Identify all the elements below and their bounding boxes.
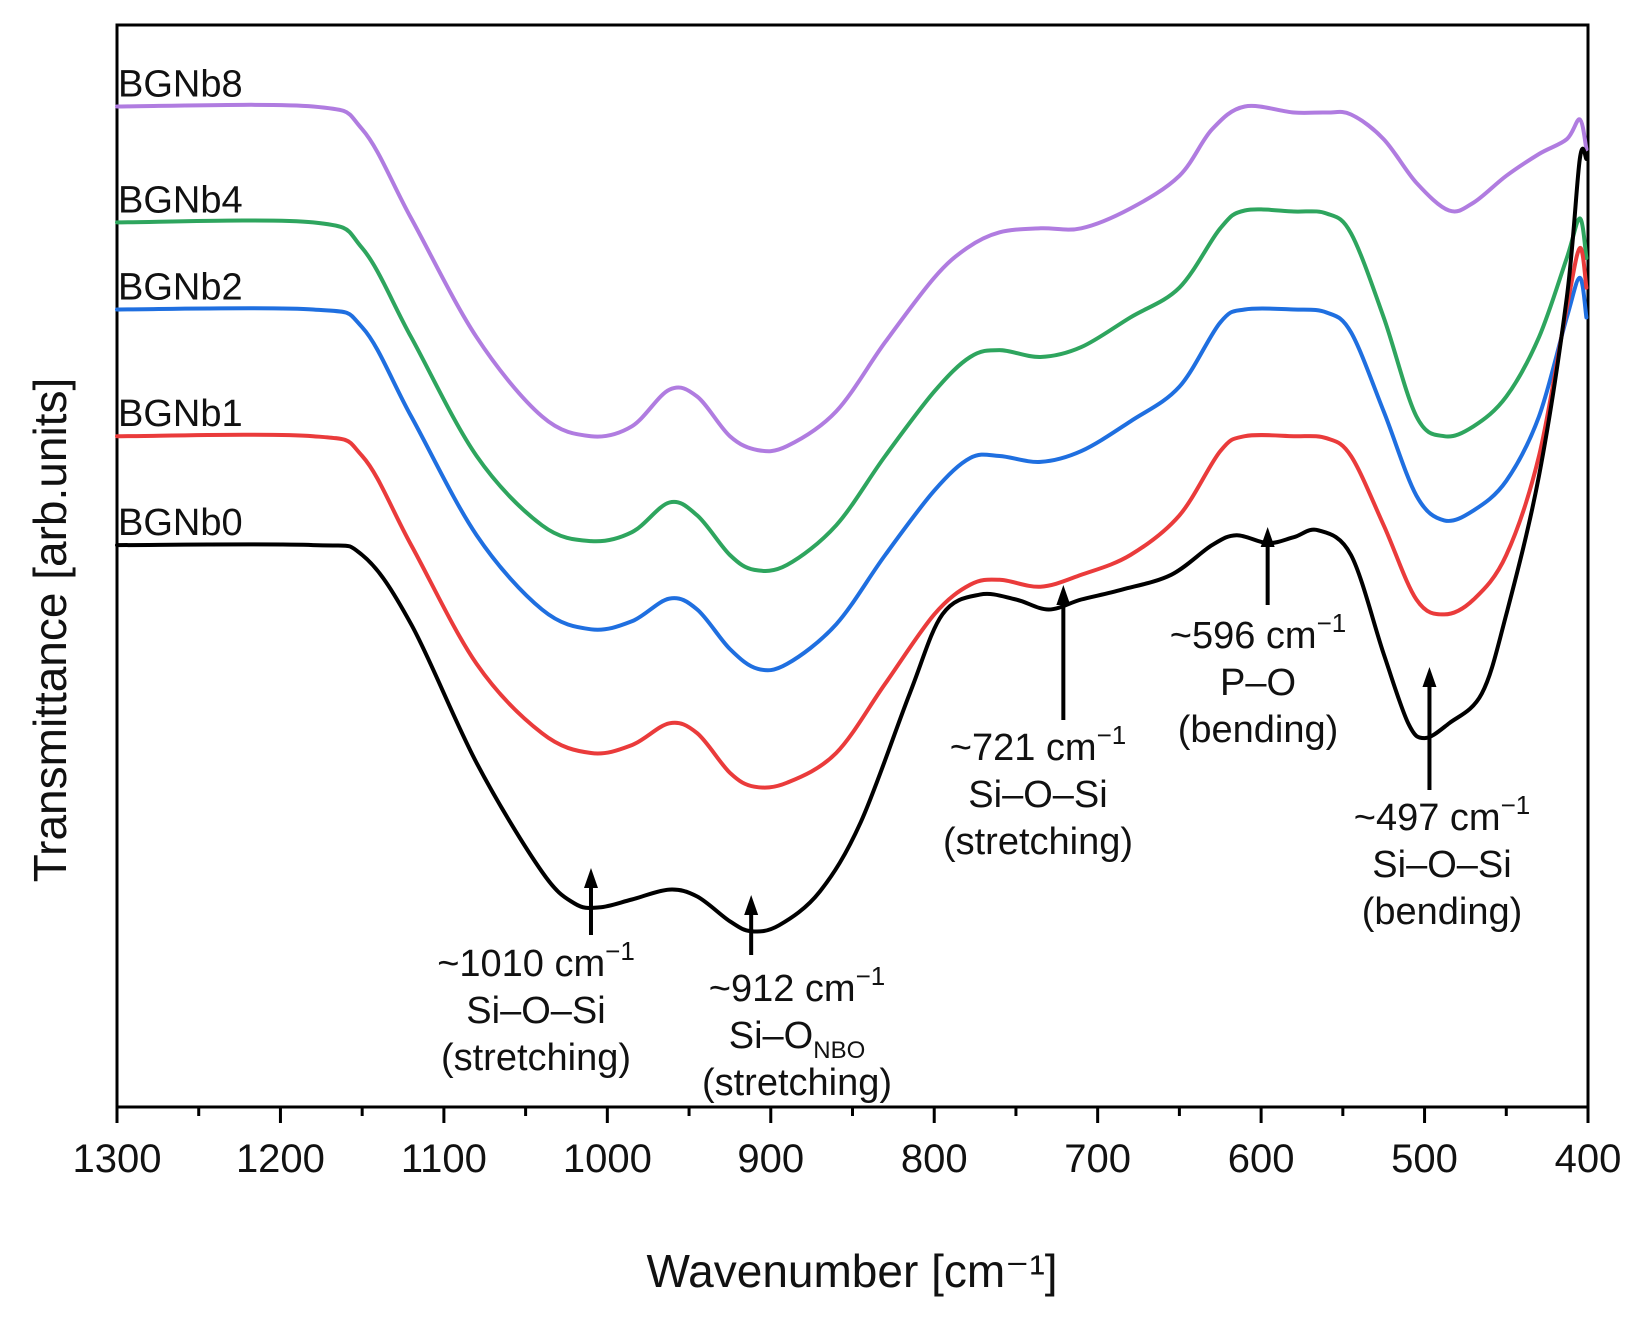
annotation-wavenumber-value: ~1010 cm bbox=[437, 943, 605, 985]
annotation-wavenumber-value: ~497 cm bbox=[1354, 797, 1501, 839]
peak-annotations: ~1010 cm−1Si–O–Si(stretching)~912 cm−1Si… bbox=[437, 527, 1530, 1104]
y-axis-title: Transmittance [arb.units] bbox=[24, 378, 76, 883]
annotation-arrow-head bbox=[583, 868, 598, 888]
annotation-bond: Si–O–Si bbox=[466, 990, 605, 1032]
annotation-wavenumber: ~721 cm−1 bbox=[950, 720, 1126, 769]
x-tick-label: 800 bbox=[901, 1137, 968, 1181]
series-lines bbox=[115, 102, 1589, 934]
x-tick-label: 700 bbox=[1064, 1137, 1131, 1181]
annotation-497: ~497 cm−1 Si–O–Si (bending) bbox=[1354, 667, 1530, 933]
series-line-bgnb2 bbox=[115, 275, 1589, 673]
x-tick-label: 400 bbox=[1555, 1137, 1622, 1181]
annotation-wavenumber: ~497 cm−1 bbox=[1354, 790, 1530, 839]
series-label-bgnb1: BGNb1 bbox=[118, 393, 243, 435]
series-label-bgnb4: BGNb4 bbox=[118, 179, 243, 221]
series-label-bgnb0: BGNb0 bbox=[118, 502, 243, 544]
annotation-bond-base: P–O bbox=[1220, 662, 1296, 704]
x-tick-label: 600 bbox=[1228, 1137, 1295, 1181]
annotation-bond-base: Si–O–Si bbox=[1372, 844, 1511, 886]
series-label-bgnb8: BGNb8 bbox=[118, 64, 243, 106]
x-axis-title: Wavenumber [cm⁻¹] bbox=[646, 1245, 1057, 1297]
annotation-bond: Si–O–Si bbox=[1372, 844, 1511, 886]
annotation-wavenumber-sup: −1 bbox=[856, 961, 886, 991]
x-tick-label: 500 bbox=[1391, 1137, 1458, 1181]
series-line-bgnb1 bbox=[115, 246, 1589, 790]
annotation-wavenumber-value: ~912 cm bbox=[709, 968, 856, 1010]
annotation-1010: ~1010 cm−1Si–O–Si(stretching) bbox=[437, 868, 635, 1079]
annotation-arrow-head bbox=[1260, 527, 1275, 547]
annotation-596: ~596 cm−1 P–O (bending) bbox=[1170, 527, 1346, 751]
annotation-bond-sub: NBO bbox=[813, 1037, 865, 1064]
annotation-arrow-head bbox=[744, 895, 759, 915]
series-labels: BGNb8 BGNb4 BGNb2 BGNb1 BGNb0 bbox=[118, 64, 243, 545]
annotation-wavenumber-sup: −1 bbox=[1501, 790, 1531, 820]
annotation-wavenumber: ~912 cm−1 bbox=[709, 961, 885, 1010]
annotation-arrow-head bbox=[1056, 585, 1071, 605]
annotation-912: ~912 cm−1 Si–ONBO(stretching) bbox=[702, 895, 892, 1104]
annotation-wavenumber-value: ~596 cm bbox=[1170, 615, 1317, 657]
x-tick-label: 900 bbox=[737, 1137, 804, 1181]
x-tick-label: 1100 bbox=[401, 1137, 487, 1181]
series-line-bgnb8 bbox=[115, 102, 1589, 454]
annotation-bond-base: Si–O bbox=[729, 1015, 813, 1057]
axes bbox=[115, 23, 1590, 1109]
annotation-wavenumber-value: ~721 cm bbox=[950, 727, 1097, 769]
annotation-bond: Si–ONBO bbox=[729, 1015, 866, 1064]
annotation-bond: P–O bbox=[1220, 662, 1296, 704]
annotation-mode: (stretching) bbox=[943, 821, 1133, 863]
annotation-wavenumber-sup: −1 bbox=[605, 936, 635, 966]
annotation-mode: (bending) bbox=[1362, 891, 1523, 933]
annotation-wavenumber: ~596 cm−1 bbox=[1170, 608, 1346, 657]
x-tick-label: 1200 bbox=[236, 1137, 325, 1181]
annotation-mode: (stretching) bbox=[441, 1037, 631, 1079]
annotation-721: ~721 cm−1 Si–O–Si (stretching) bbox=[943, 585, 1133, 863]
annotation-arrow-head bbox=[1422, 667, 1437, 687]
x-axis-ticks: 1300 1200 1100 1000 900 800 700 600 500 400 bbox=[73, 1107, 1622, 1181]
annotation-bond: Si–O–Si bbox=[968, 774, 1107, 816]
series-line-bgnb4 bbox=[115, 207, 1589, 573]
series-line-bgnb0 bbox=[115, 146, 1589, 934]
annotation-bond-base: Si–O–Si bbox=[466, 990, 605, 1032]
annotation-mode: (stretching) bbox=[702, 1062, 892, 1104]
annotation-mode: (bending) bbox=[1178, 709, 1339, 751]
annotation-bond-base: Si–O–Si bbox=[968, 774, 1107, 816]
plot-frame bbox=[115, 23, 1590, 1109]
series-label-bgnb2: BGNb2 bbox=[118, 266, 243, 308]
annotation-wavenumber: ~1010 cm−1 bbox=[437, 936, 635, 985]
x-tick-label: 1300 bbox=[73, 1137, 162, 1181]
annotation-wavenumber-sup: −1 bbox=[1317, 608, 1347, 638]
x-tick-label: 1000 bbox=[563, 1137, 652, 1181]
annotation-wavenumber-sup: −1 bbox=[1097, 720, 1127, 750]
